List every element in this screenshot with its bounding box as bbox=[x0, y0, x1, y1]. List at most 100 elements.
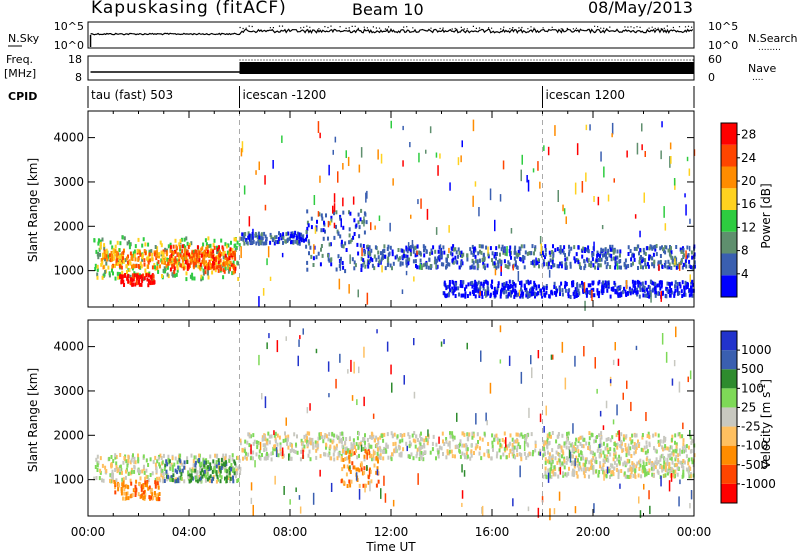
range-cell bbox=[644, 258, 647, 263]
range-cell bbox=[364, 446, 366, 451]
range-cell bbox=[199, 467, 201, 472]
x-tick-label: 20:00 bbox=[576, 525, 611, 539]
range-cell bbox=[117, 275, 120, 280]
range-cell bbox=[454, 454, 456, 459]
range-cell bbox=[647, 431, 650, 436]
scatter-cell bbox=[407, 242, 410, 249]
range-cell bbox=[585, 287, 588, 292]
scatter-cell bbox=[372, 449, 375, 458]
scatter-cell bbox=[678, 496, 680, 507]
range-cell bbox=[315, 448, 318, 453]
range-cell bbox=[575, 252, 578, 257]
range-cell bbox=[409, 442, 412, 447]
range-cell bbox=[301, 442, 304, 447]
range-cell bbox=[298, 241, 301, 246]
range-cell bbox=[140, 274, 143, 279]
range-cell bbox=[657, 261, 660, 266]
range-cell bbox=[401, 438, 404, 443]
range-cell bbox=[597, 473, 600, 478]
range-cell bbox=[420, 431, 422, 436]
scatter-cell bbox=[574, 458, 576, 467]
range-cell bbox=[667, 265, 670, 270]
range-cell bbox=[518, 433, 521, 438]
range-cell bbox=[532, 450, 535, 454]
range-cell bbox=[685, 264, 688, 269]
range-cell bbox=[402, 447, 405, 452]
range-cell bbox=[620, 293, 623, 298]
range-cell bbox=[287, 231, 290, 236]
range-cell bbox=[141, 243, 144, 248]
range-cell bbox=[688, 293, 691, 298]
range-cell bbox=[412, 249, 415, 254]
range-cell bbox=[606, 257, 609, 261]
range-cell bbox=[548, 452, 551, 457]
range-cell bbox=[514, 260, 517, 265]
range-cell bbox=[688, 264, 691, 269]
range-cell bbox=[552, 472, 555, 477]
scatter-cell bbox=[413, 276, 415, 282]
range-cell bbox=[184, 247, 187, 252]
range-cell bbox=[491, 251, 494, 256]
range-cell bbox=[333, 457, 336, 462]
colorbar-tick-label: 24 bbox=[741, 151, 756, 165]
range-cell bbox=[200, 253, 203, 258]
range-cell bbox=[616, 442, 619, 447]
range-cell bbox=[305, 244, 308, 249]
scatter-cell bbox=[502, 160, 505, 170]
range-cell bbox=[145, 474, 148, 479]
range-cell bbox=[444, 293, 447, 298]
range-cell bbox=[471, 435, 474, 440]
range-cell bbox=[215, 470, 218, 475]
range-cell bbox=[245, 240, 248, 245]
range-cell bbox=[215, 479, 218, 484]
range-cell bbox=[357, 212, 360, 217]
range-cell bbox=[114, 453, 117, 458]
range-cell bbox=[637, 473, 640, 478]
range-cell bbox=[375, 483, 378, 488]
range-cell bbox=[498, 448, 501, 453]
range-cell bbox=[416, 265, 419, 270]
colorbar-swatch bbox=[721, 445, 737, 465]
range-cell bbox=[324, 452, 327, 457]
range-cell bbox=[117, 487, 120, 492]
range-cell bbox=[564, 253, 566, 257]
scatter-cell bbox=[333, 222, 336, 229]
range-cell bbox=[447, 442, 450, 447]
range-cell bbox=[544, 470, 547, 475]
range-cell bbox=[607, 450, 610, 454]
range-cell bbox=[544, 255, 546, 260]
scatter-cell bbox=[281, 447, 284, 456]
range-cell bbox=[457, 254, 459, 259]
range-cell bbox=[124, 484, 127, 489]
range-cell bbox=[95, 249, 98, 254]
range-cell bbox=[553, 472, 556, 476]
range-cell bbox=[270, 457, 273, 462]
range-cell bbox=[126, 275, 129, 280]
range-cell bbox=[555, 286, 557, 291]
range-cell bbox=[646, 287, 648, 292]
scatter-cell bbox=[352, 196, 355, 205]
range-cell bbox=[453, 435, 456, 440]
range-cell bbox=[125, 491, 128, 496]
range-cell bbox=[181, 462, 184, 467]
scatter-cell bbox=[364, 483, 366, 493]
range-cell bbox=[157, 497, 160, 502]
range-cell bbox=[360, 256, 363, 261]
range-cell bbox=[455, 259, 458, 264]
colorbar-swatch bbox=[721, 483, 737, 503]
scatter-cell bbox=[345, 150, 347, 159]
colorbar-swatch bbox=[721, 188, 737, 210]
range-cell bbox=[672, 449, 675, 454]
range-cell bbox=[409, 252, 412, 257]
scatter-cell bbox=[461, 140, 463, 148]
range-cell bbox=[261, 236, 264, 241]
range-cell bbox=[226, 250, 229, 255]
range-cell bbox=[614, 443, 617, 448]
range-cell bbox=[282, 235, 285, 240]
scatter-cell bbox=[366, 465, 368, 471]
range-cell bbox=[213, 265, 216, 270]
range-cell bbox=[198, 257, 201, 262]
range-cell bbox=[680, 289, 683, 294]
scatter-cell bbox=[272, 160, 274, 169]
scatter-cell bbox=[486, 419, 488, 426]
